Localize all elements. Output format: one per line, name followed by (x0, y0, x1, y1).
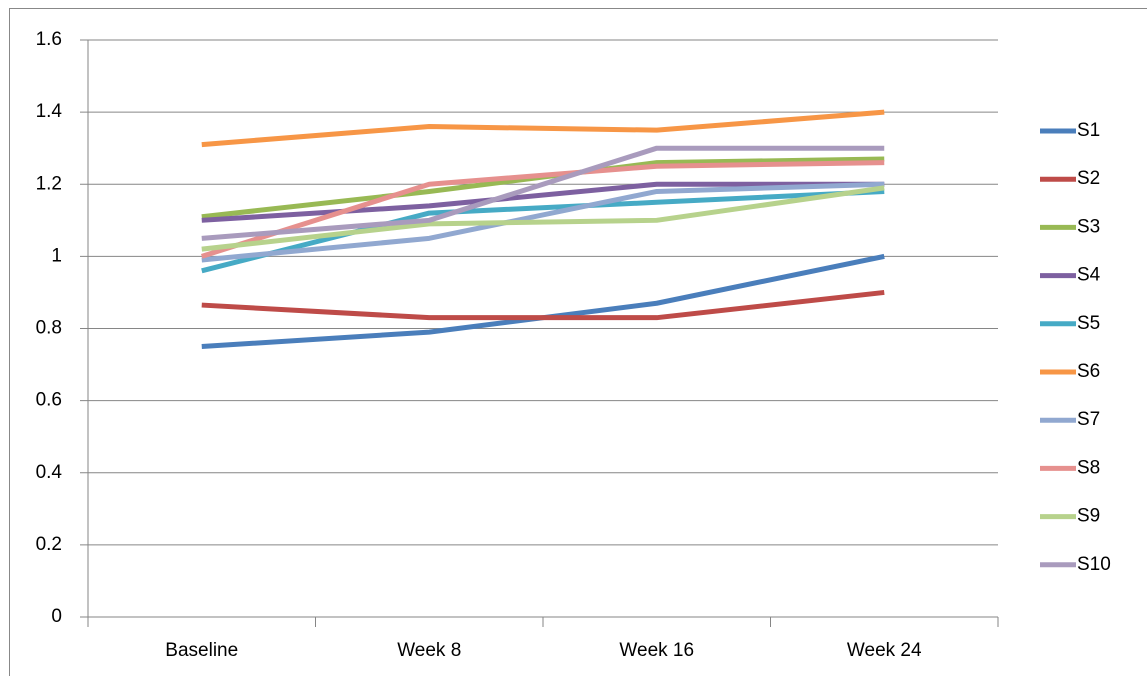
series-line (201, 181, 885, 263)
legend-label: S4 (1077, 265, 1101, 286)
x-tick-label: Week 16 (619, 640, 694, 661)
legend-label: S7 (1077, 409, 1100, 430)
x-tick-label: Week 24 (847, 640, 922, 661)
y-tick-label: 0.8 (36, 318, 62, 339)
legend-label: S8 (1077, 457, 1100, 478)
legend-label: S9 (1077, 506, 1100, 527)
series-line (201, 185, 885, 252)
legend-label: S5 (1077, 313, 1100, 334)
x-tick-label: Baseline (165, 640, 238, 661)
legend-label: S2 (1077, 168, 1100, 189)
legend-label: S1 (1077, 120, 1100, 141)
x-tick-label: Week 8 (397, 640, 461, 661)
series-line (201, 109, 885, 148)
series-line (200, 160, 885, 259)
y-tick-label: 1.4 (36, 101, 63, 122)
y-tick-label: 0.4 (36, 462, 63, 483)
chart-border (9, 8, 1147, 676)
y-tick-label: 0.6 (36, 390, 62, 411)
y-tick-label: 1 (51, 245, 62, 266)
y-tick-label: 0.2 (36, 534, 62, 555)
series-line (201, 289, 885, 321)
legend-label: S6 (1077, 361, 1100, 382)
y-tick-label: 1.6 (36, 29, 62, 50)
legend-label: S10 (1077, 554, 1111, 575)
y-tick-label: 0 (51, 606, 62, 627)
y-tick-label: 1.2 (36, 173, 62, 194)
series-line (201, 181, 885, 223)
legend-label: S3 (1077, 216, 1100, 237)
series-line (201, 188, 885, 274)
series-line (201, 145, 885, 241)
